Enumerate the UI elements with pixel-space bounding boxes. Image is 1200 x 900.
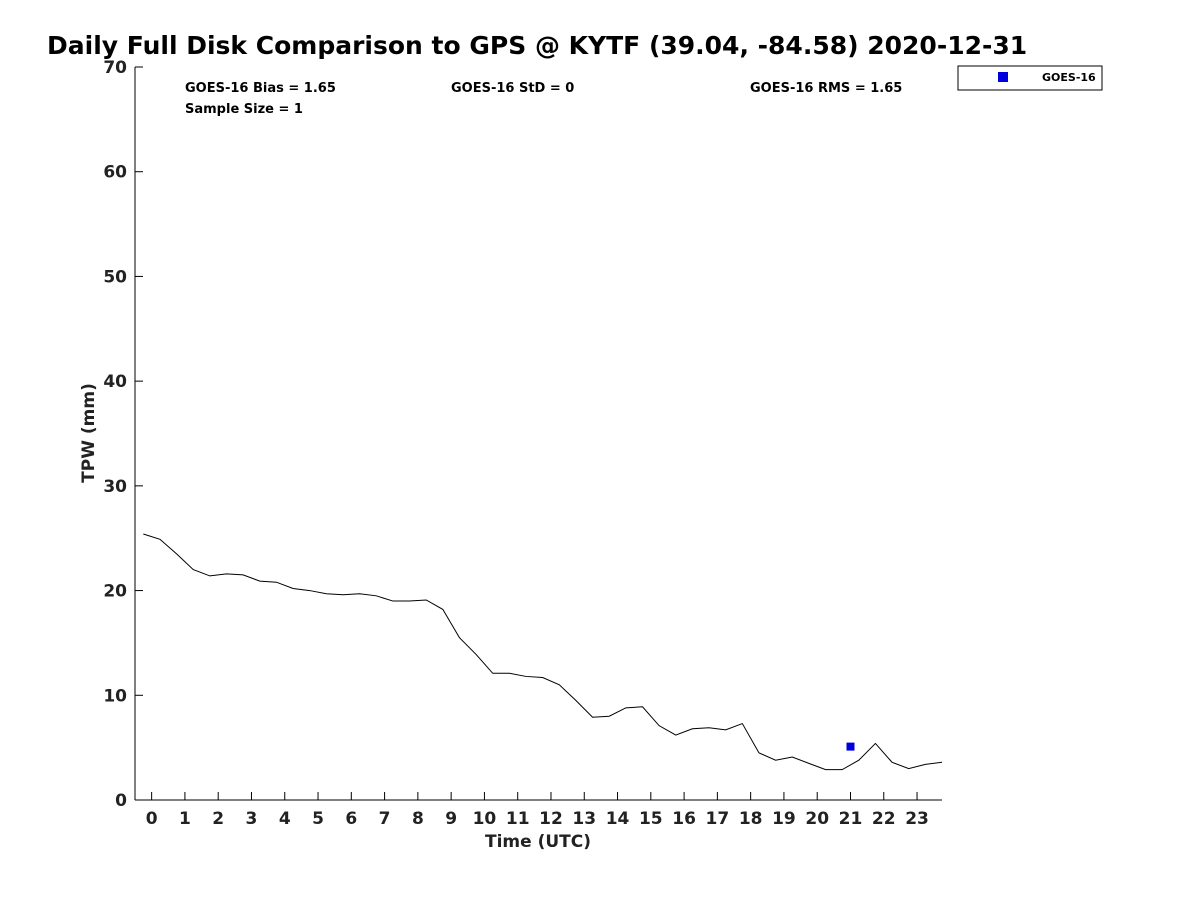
x-tick-label: 2 <box>212 809 224 829</box>
y-tick-label: 50 <box>103 267 127 287</box>
std-annotation: GOES-16 StD = 0 <box>451 81 574 96</box>
bias-annotation: GOES-16 Bias = 1.65 <box>185 81 336 96</box>
x-tick-label: 19 <box>772 809 796 829</box>
legend: GOES-16 <box>957 65 1103 91</box>
legend-label-goes16: GOES-16 <box>1042 71 1096 84</box>
sample-size-annotation: Sample Size = 1 <box>185 102 303 117</box>
gps-series-line <box>143 533 943 771</box>
x-tick-label: 21 <box>839 809 863 829</box>
x-tick-label: 15 <box>639 809 663 829</box>
x-tick-label: 4 <box>279 809 291 829</box>
x-tick-label: 22 <box>872 809 896 829</box>
y-tick-label: 40 <box>103 372 127 392</box>
x-tick-label: 8 <box>412 809 424 829</box>
x-tick-label: 20 <box>805 809 829 829</box>
x-tick-label: 9 <box>445 809 457 829</box>
x-axis-ticks: 0 1 2 3 4 5 6 7 8 9 10 11 12 13 14 15 16 17 18 19 20 21 22 23 <box>146 792 929 829</box>
x-tick-label: 11 <box>506 809 530 829</box>
x-tick-label: 16 <box>672 809 696 829</box>
x-tick-label: 7 <box>379 809 391 829</box>
x-tick-label: 0 <box>146 809 158 829</box>
legend-box <box>957 65 1103 91</box>
y-tick-label: 70 <box>103 58 127 78</box>
y-axis-ticks: 0 10 20 30 40 50 60 70 <box>103 58 143 811</box>
legend-marker-square-icon <box>998 72 1008 82</box>
x-tick-label: 23 <box>905 809 929 829</box>
y-tick-label: 0 <box>115 791 127 811</box>
x-axis-label: Time (UTC) <box>485 832 591 852</box>
goes16-data-point <box>846 742 855 751</box>
x-tick-label: 5 <box>312 809 324 829</box>
x-tick-label: 6 <box>345 809 357 829</box>
x-tick-label: 1 <box>179 809 191 829</box>
x-tick-label: 10 <box>473 809 497 829</box>
y-axis-label: TPW (mm) <box>79 383 99 483</box>
x-tick-label: 18 <box>739 809 763 829</box>
y-tick-label: 10 <box>103 686 127 706</box>
chart-title: Daily Full Disk Comparison to GPS @ KYTF… <box>47 31 1027 60</box>
x-tick-label: 3 <box>246 809 258 829</box>
x-tick-label: 14 <box>606 809 630 829</box>
y-tick-label: 60 <box>103 163 127 183</box>
x-tick-label: 13 <box>572 809 596 829</box>
y-tick-label: 20 <box>103 582 127 602</box>
goes16-scatter-points <box>846 742 855 751</box>
x-tick-label: 17 <box>706 809 730 829</box>
y-tick-label: 30 <box>103 477 127 497</box>
rms-annotation: GOES-16 RMS = 1.65 <box>750 81 902 96</box>
x-tick-label: 12 <box>539 809 563 829</box>
